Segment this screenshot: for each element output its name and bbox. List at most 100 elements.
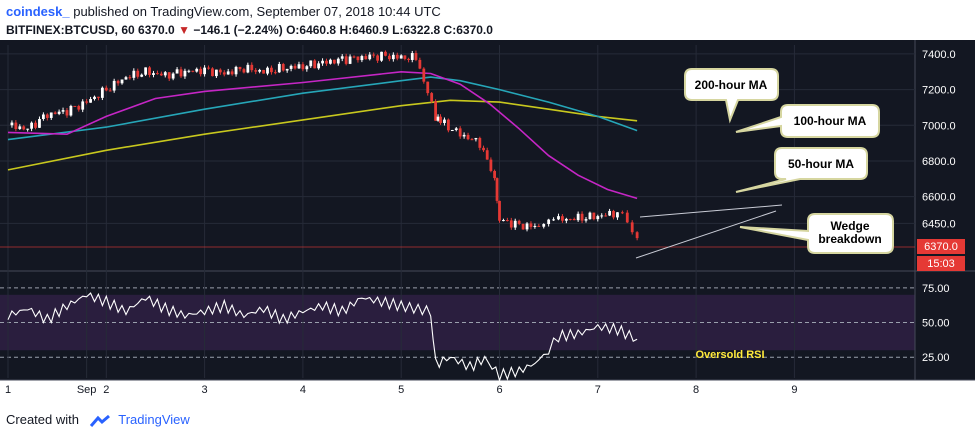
candle-body [620,212,624,214]
last-price: 6370.0 [138,23,175,37]
tradingview-logo-icon[interactable] [89,414,111,428]
candle-body [85,101,89,103]
candle-body [336,58,340,64]
candle-body [183,70,187,77]
moving-averages [7,70,638,200]
candle-body [568,218,572,220]
candle-body [439,116,442,124]
candle-body [22,126,26,130]
wedge-lower-line [635,210,777,259]
candle-body [285,68,289,71]
candle-body [242,69,246,73]
candle-body [305,66,309,70]
candle-body [407,58,410,60]
candle-body [214,69,218,77]
label-200-ma: 200-hour MA [695,78,768,92]
published-text: published on TradingView.com, September … [73,4,441,19]
candle-body [552,219,555,221]
candle-body [462,134,466,137]
candle-body [211,68,214,77]
candle-body [380,51,383,61]
candle-body [258,69,262,72]
candle-body [309,60,313,67]
candle-body [57,111,61,114]
candle-body [588,212,592,220]
price-badge [917,239,965,254]
candle-body [238,66,242,70]
candle-body [426,81,430,94]
candle-body [163,72,167,76]
candle-body [625,212,629,223]
candle-body [226,71,230,75]
price-tick-label: 6450.0 [922,218,956,230]
candle-body [450,130,454,132]
high-value: 6460.9 [352,23,389,37]
ma-line-50 [7,70,638,200]
candle-body [395,54,399,59]
candle-body [45,114,49,118]
candle-body [187,70,191,72]
candle-body [454,128,458,131]
candle-body [547,219,551,225]
candle-body [301,64,305,70]
candle-body [388,55,391,60]
candle-body [600,215,604,217]
candle-body [513,220,517,228]
candle-body [493,170,496,179]
candle-body [364,56,368,60]
time-tick-label: 9 [791,384,797,396]
rsi-line [7,292,638,383]
price-badge-text: 6370.0 [924,241,958,253]
rsi-tick-label: 25.00 [922,352,950,364]
time-tick-label: Sep [77,384,97,396]
candles [10,50,639,241]
created-with-text: Created with [6,412,79,427]
tradingview-link[interactable]: TradingView [118,412,190,427]
candle-body [108,90,112,92]
candle-body [112,80,116,91]
candle-body [254,70,258,72]
time-axis: 1 Sep 2 3 4 5 6 7 8 9 [5,384,798,396]
low-value: 6322.8 [403,23,441,37]
symbol-name: BITFINEX:BTCUSD, 60 [6,23,135,37]
candle-body [458,128,462,137]
candle-body [26,128,30,130]
candle-body [124,77,128,80]
candle-body [352,56,356,58]
candle-body [612,210,615,218]
candle-body [596,216,600,220]
candle-body [495,178,499,201]
candle-body [368,54,372,60]
candle-body [273,72,277,74]
candle-body [356,56,360,61]
open-label: O: [286,23,300,37]
candle-body [391,54,395,60]
candle-body [485,150,489,160]
label-100-ma: 100-hour MA [794,114,867,128]
candle-body [207,67,210,69]
candle-body [222,72,226,75]
candle-body [470,139,474,141]
price-change: −146.1 (−2.24%) [193,23,283,37]
price-axis: 6450.0 6600.0 6800.0 7000.0 7200.0 7400.0 [922,49,956,230]
candle-body [344,56,348,64]
ma-line-100 [7,76,638,141]
candle-body [77,106,81,110]
price-tick-label: 7200.0 [922,85,956,97]
candle-body [509,220,513,228]
candle-body [195,68,199,72]
callout-wedge: Wedge breakdown [739,213,894,254]
candle-body [266,67,269,74]
candle-body [466,134,470,140]
label-oversold-rsi: Oversold RSI [695,349,764,361]
candle-body [246,64,250,73]
author-link[interactable]: coindesk_ [6,4,70,19]
candle-body [498,200,501,221]
candle-body [128,77,132,79]
wedge-upper-line [639,204,783,218]
candle-body [250,64,254,71]
candle-body [360,56,364,61]
candle-body [580,213,584,221]
rsi-series-line [7,292,638,383]
